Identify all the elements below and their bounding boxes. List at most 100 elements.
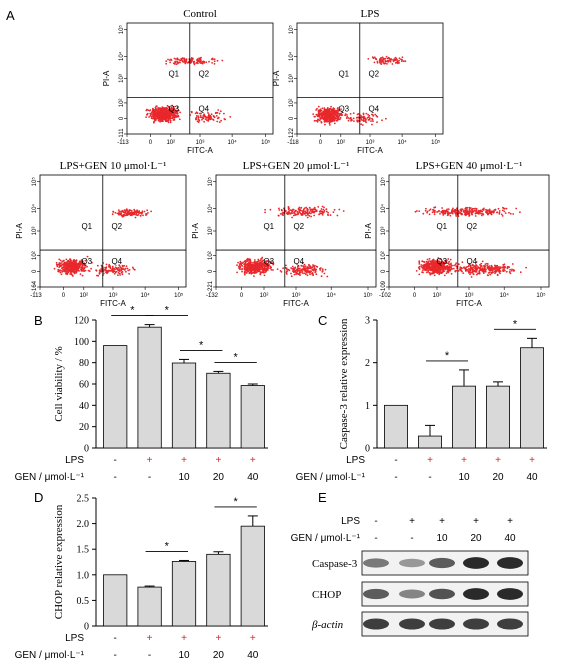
flow-event-dot — [169, 113, 171, 116]
flow-event-dot — [66, 266, 68, 269]
quadrant-label: Q2 — [368, 69, 379, 78]
flow-event-dot — [81, 261, 84, 264]
flow-event-dot — [153, 109, 156, 112]
flow-event-dot — [322, 270, 324, 272]
flow-event-dot — [501, 215, 504, 217]
flow-event-dot — [299, 208, 301, 211]
lps-row-label: LPS — [346, 455, 365, 466]
flow-event-dot — [429, 208, 432, 211]
flow-event-dot — [132, 266, 134, 269]
flow-event-dot — [308, 206, 311, 209]
flow-event-dot — [287, 268, 290, 271]
flow-event-dot — [261, 265, 264, 268]
flow-event-dot — [476, 272, 479, 275]
flow-event-dot — [441, 207, 443, 209]
flow-y-tick-label: 10² — [289, 99, 295, 108]
flow-event-dot — [449, 263, 452, 266]
flow-event-dot — [423, 265, 426, 268]
gen-condition: 10 — [178, 650, 190, 661]
flow-event-dot — [197, 116, 200, 119]
flow-event-dot — [512, 269, 515, 271]
flow-event-dot — [429, 260, 432, 263]
y-tick-label: 80 — [79, 358, 89, 369]
flow-event-dot — [196, 58, 199, 61]
flow-x-tick-label: 10³ — [465, 293, 474, 299]
flow-event-dot — [264, 265, 266, 268]
flow-panel-title: LPS+GEN 20 μmol·L⁻¹ — [243, 160, 350, 172]
blot-lps-condition: + — [439, 516, 445, 527]
flow-event-dot — [153, 114, 156, 117]
flow-event-dot — [118, 272, 121, 275]
flow-event-dot — [502, 264, 505, 266]
flow-event-dot — [326, 121, 328, 123]
flow-event-dot — [321, 214, 324, 216]
flow-event-dot — [75, 262, 78, 265]
flow-event-dot — [246, 259, 249, 262]
flow-event-dot — [424, 264, 426, 266]
flow-event-dot — [349, 117, 351, 120]
flow-event-dot — [61, 271, 64, 273]
flow-event-dot — [402, 60, 405, 62]
flow-event-dot — [292, 214, 295, 217]
flow-event-dot — [436, 259, 439, 261]
flow-event-dot — [334, 110, 337, 113]
flow-y-tick-label: 10⁴ — [288, 51, 295, 61]
flow-event-dot — [198, 119, 201, 122]
flow-event-dot — [176, 109, 179, 112]
flow-event-dot — [384, 60, 387, 62]
flow-event-dot — [266, 260, 269, 262]
flow-event-dot — [372, 115, 375, 117]
flow-y-tick-label: 10³ — [381, 227, 387, 236]
flow-event-dot — [367, 118, 370, 121]
flow-panel: LPS+GEN 40 μmol·L⁻¹ Q1 Q2 Q3 Q4 FITC-A PI-A -10… — [364, 160, 550, 308]
flow-event-dot — [446, 214, 449, 217]
flow-event-dot — [313, 211, 315, 214]
flow-event-dot — [60, 273, 63, 276]
flow-event-dot — [73, 266, 76, 268]
flow-event-dot — [422, 264, 424, 267]
flow-event-dot — [61, 263, 64, 266]
flow-event-dot — [297, 273, 300, 275]
flow-event-dot — [487, 274, 489, 277]
flow-event-dot — [324, 112, 327, 114]
flow-event-dot — [442, 269, 444, 272]
flow-y-tick-label: 0 — [119, 116, 125, 120]
flow-event-dot — [347, 119, 350, 122]
flow-event-dot — [332, 119, 335, 122]
flow-event-dot — [170, 117, 172, 120]
flow-event-dot — [152, 117, 155, 120]
flow-event-dot — [256, 268, 259, 270]
flow-event-dot — [321, 210, 323, 213]
flow-event-dot — [372, 120, 374, 122]
flow-event-dot — [424, 209, 427, 212]
flow-event-dot — [202, 60, 205, 63]
flow-event-dot — [352, 112, 355, 114]
flow-event-dot — [290, 275, 293, 278]
flow-event-dot — [345, 117, 348, 119]
flow-event-dot — [373, 56, 376, 59]
flow-event-dot — [370, 120, 372, 122]
flow-event-dot — [236, 271, 239, 274]
flow-event-dot — [68, 261, 71, 264]
flow-event-dot — [474, 215, 477, 217]
flow-event-dot — [213, 63, 216, 65]
flow-event-dot — [366, 116, 369, 119]
flow-event-dot — [333, 110, 335, 113]
flow-event-dot — [436, 269, 439, 272]
flow-event-dot — [469, 273, 471, 276]
flow-event-dot — [425, 271, 428, 274]
flow-event-dot — [332, 211, 335, 214]
quadrant-label: Q4 — [111, 257, 122, 266]
flow-event-dot — [255, 262, 258, 265]
flow-y-tick-label: 0 — [32, 269, 38, 273]
flow-event-dot — [313, 115, 316, 118]
flow-event-dot — [376, 60, 379, 63]
flow-event-dot — [212, 115, 215, 117]
flow-event-dot — [312, 274, 314, 277]
flow-y-tick-label: -122 — [289, 127, 295, 140]
flow-event-dot — [454, 270, 457, 273]
flow-event-dot — [374, 57, 377, 60]
flow-event-dot — [328, 114, 331, 117]
flow-event-dot — [246, 258, 248, 261]
